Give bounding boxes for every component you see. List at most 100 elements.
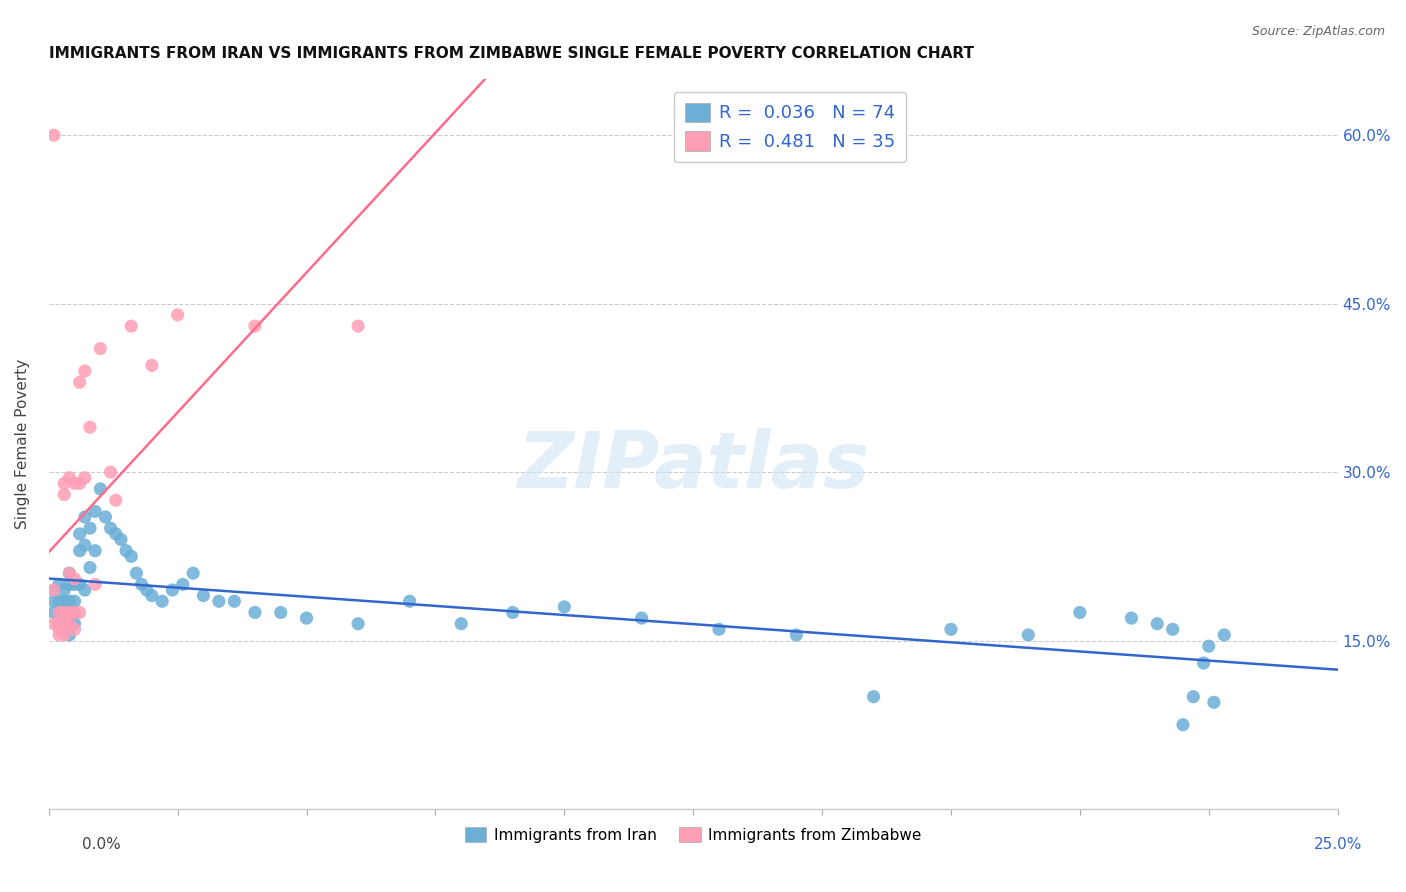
Point bbox=[208, 594, 231, 608]
Point bbox=[141, 359, 163, 373]
Point bbox=[131, 577, 153, 591]
Point bbox=[243, 606, 266, 620]
Point bbox=[53, 476, 76, 491]
Point bbox=[1146, 616, 1168, 631]
Point bbox=[48, 577, 70, 591]
Point bbox=[162, 582, 184, 597]
Point bbox=[63, 606, 86, 620]
Text: Source: ZipAtlas.com: Source: ZipAtlas.com bbox=[1251, 25, 1385, 38]
Point bbox=[53, 594, 76, 608]
Point bbox=[42, 128, 65, 143]
Point bbox=[58, 606, 80, 620]
Point bbox=[58, 628, 80, 642]
Text: IMMIGRANTS FROM IRAN VS IMMIGRANTS FROM ZIMBABWE SINGLE FEMALE POVERTY CORRELATI: IMMIGRANTS FROM IRAN VS IMMIGRANTS FROM … bbox=[49, 46, 974, 62]
Point bbox=[1182, 690, 1205, 704]
Point bbox=[58, 566, 80, 581]
Point bbox=[1069, 606, 1091, 620]
Point bbox=[224, 594, 246, 608]
Point bbox=[53, 616, 76, 631]
Point bbox=[630, 611, 652, 625]
Point bbox=[84, 504, 107, 518]
Point bbox=[89, 482, 111, 496]
Point bbox=[1213, 628, 1236, 642]
Point bbox=[58, 594, 80, 608]
Point bbox=[69, 376, 91, 390]
Point bbox=[89, 342, 111, 356]
Point bbox=[63, 616, 86, 631]
Point bbox=[69, 527, 91, 541]
Point bbox=[63, 476, 86, 491]
Point bbox=[53, 582, 76, 597]
Point bbox=[100, 521, 122, 535]
Point bbox=[84, 577, 107, 591]
Point bbox=[398, 594, 420, 608]
Point bbox=[63, 606, 86, 620]
Point bbox=[347, 319, 370, 334]
Point bbox=[94, 510, 117, 524]
Point bbox=[120, 549, 142, 564]
Point bbox=[69, 577, 91, 591]
Point bbox=[63, 577, 86, 591]
Point bbox=[862, 690, 884, 704]
Point bbox=[58, 616, 80, 631]
Point bbox=[1017, 628, 1039, 642]
Point bbox=[785, 628, 807, 642]
Point bbox=[53, 623, 76, 637]
Point bbox=[115, 543, 138, 558]
Point bbox=[502, 606, 524, 620]
Point bbox=[69, 476, 91, 491]
Point bbox=[48, 606, 70, 620]
Point bbox=[1192, 656, 1215, 670]
Point bbox=[73, 364, 96, 378]
Point bbox=[53, 487, 76, 501]
Point bbox=[63, 594, 86, 608]
Point bbox=[73, 510, 96, 524]
Point bbox=[48, 628, 70, 642]
Legend: R =  0.036   N = 74, R =  0.481   N = 35: R = 0.036 N = 74, R = 0.481 N = 35 bbox=[673, 92, 905, 162]
Point bbox=[48, 616, 70, 631]
Point bbox=[53, 606, 76, 620]
Point bbox=[79, 521, 101, 535]
Point bbox=[79, 560, 101, 574]
Point bbox=[193, 589, 215, 603]
Point bbox=[58, 606, 80, 620]
Point bbox=[58, 616, 80, 631]
Point bbox=[42, 582, 65, 597]
Point bbox=[48, 616, 70, 631]
Point bbox=[58, 577, 80, 591]
Text: 0.0%: 0.0% bbox=[82, 838, 121, 852]
Point bbox=[69, 543, 91, 558]
Point bbox=[42, 594, 65, 608]
Point bbox=[125, 566, 148, 581]
Point bbox=[939, 623, 962, 637]
Point bbox=[48, 623, 70, 637]
Point bbox=[553, 599, 575, 614]
Point bbox=[166, 308, 188, 322]
Point bbox=[270, 606, 292, 620]
Y-axis label: Single Female Poverty: Single Female Poverty bbox=[15, 359, 30, 529]
Point bbox=[63, 572, 86, 586]
Point bbox=[58, 566, 80, 581]
Point bbox=[707, 623, 730, 637]
Point bbox=[110, 533, 132, 547]
Point bbox=[63, 623, 86, 637]
Point bbox=[84, 543, 107, 558]
Point bbox=[48, 594, 70, 608]
Point bbox=[172, 577, 194, 591]
Point bbox=[58, 471, 80, 485]
Point bbox=[295, 611, 318, 625]
Point bbox=[42, 616, 65, 631]
Point bbox=[42, 606, 65, 620]
Text: ZIPatlas: ZIPatlas bbox=[517, 428, 869, 504]
Point bbox=[73, 582, 96, 597]
Point bbox=[48, 606, 70, 620]
Point bbox=[243, 319, 266, 334]
Point bbox=[73, 471, 96, 485]
Point bbox=[135, 582, 157, 597]
Point bbox=[347, 616, 370, 631]
Point bbox=[53, 616, 76, 631]
Point bbox=[42, 582, 65, 597]
Point bbox=[53, 606, 76, 620]
Point bbox=[1202, 695, 1225, 709]
Point bbox=[53, 628, 76, 642]
